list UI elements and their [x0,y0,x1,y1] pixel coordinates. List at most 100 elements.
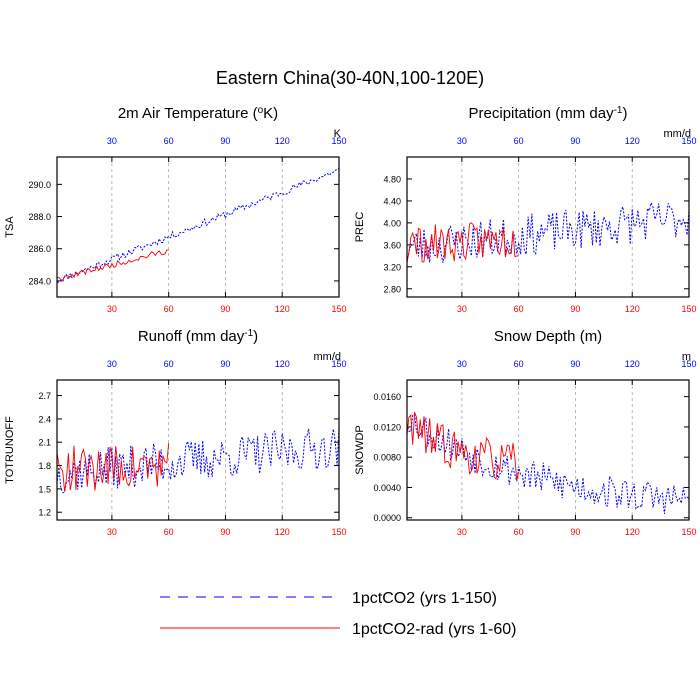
x-tick-label-bottom: 120 [275,304,290,314]
x-tick-label-top: 120 [275,359,290,369]
plot-frame [56,379,340,521]
x-tick-label-top: 60 [514,136,524,146]
unit-label: mm/d [314,351,342,363]
x-tick-label-bottom: 60 [164,304,174,314]
x-tick-label-bottom: 30 [457,304,467,314]
x-tick-label-bottom: 90 [220,527,230,537]
series-line-1pctco2-rad [56,442,170,492]
plot-frame [406,156,690,298]
y-tick-label: 2.4 [38,414,51,424]
y-tick-label: 2.1 [38,438,51,448]
y-tick-label: 4.00 [383,218,401,228]
panel-title-superscript: -1 [244,328,253,339]
panel-snowdp: Snow Depth (m) m SNOWDP 0.0000 0.0040 0.0080 0… [354,328,697,537]
panel-title: Runoff (mm day-1) [138,328,258,346]
y-tick-label: 286.0 [28,244,51,254]
x-tick-label-top: 60 [164,136,174,146]
y-tick-label: 0.0080 [373,453,401,463]
series-line-1pctco2 [406,413,690,514]
y-tick-label: 1.2 [38,508,51,518]
y-tick-label: 1.5 [38,484,51,494]
panel-title-main: Runoff (mm day [138,328,245,345]
x-tick-label-top: 90 [570,359,580,369]
y-tick-label: 0.0160 [373,392,401,402]
panel-title-main: 2m Air Temperature ( [118,105,258,122]
panel-title-superscript: -1 [614,105,623,116]
x-tick-label-top: 120 [625,136,640,146]
x-tick-label-bottom: 150 [681,304,696,314]
x-tick-label-top: 120 [625,359,640,369]
x-tick-label-top: 30 [107,136,117,146]
x-tick-label-top: 150 [681,359,696,369]
x-tick-label-bottom: 30 [107,304,117,314]
x-tick-label-top: 120 [275,136,290,146]
y-axis-label: PREC [354,212,366,243]
x-tick-label-top: 30 [107,359,117,369]
x-tick-label-top: 60 [164,359,174,369]
legend-label-1pctco2: 1pctCO2 (yrs 1-150) [352,590,497,607]
x-tick-label-bottom: 150 [681,527,696,537]
panel-prec: Precipitation (mm day-1) mm/d PREC 2.80 3.20… [354,105,697,315]
panel-title: Snow Depth (m) [494,328,602,345]
x-tick-label-bottom: 150 [331,304,346,314]
x-tick-label-bottom: 60 [514,527,524,537]
x-tick-label-top: 90 [220,136,230,146]
unit-label: mm/d [664,128,692,140]
x-tick-label-bottom: 120 [625,527,640,537]
panel-title-main: Snow Depth (m) [494,328,602,345]
plot-frame [56,156,340,298]
x-tick-label-top: 30 [457,359,467,369]
plot-frame [406,379,690,521]
y-axis-label: TOTRUNOFF [4,416,16,484]
panel-title-main: Precipitation (mm day [469,105,615,122]
panel-title-end: ) [622,105,627,122]
panel-title: 2m Air Temperature (oK) [118,105,278,123]
series-line-1pctco2-rad [56,249,169,281]
x-tick-label-bottom: 150 [331,527,346,537]
y-tick-label: 2.7 [38,391,51,401]
legend-label-1pctco2-rad: 1pctCO2-rad (yrs 1-60) [352,621,517,638]
x-tick-label-top: 150 [331,359,346,369]
series-line-1pctco2-rad [406,412,520,481]
y-axis-label: TSA [4,216,16,238]
x-tick-label-top: 60 [514,359,524,369]
panel-title-superscript: o [258,105,264,116]
panel-runoff: Runoff (mm day-1) mm/d TOTRUNOFF 1.2 1.5 1.8 2… [4,328,347,538]
x-tick-label-top: 90 [220,359,230,369]
y-tick-label: 4.80 [383,174,401,184]
y-tick-label: 4.40 [383,196,401,206]
x-tick-label-bottom: 90 [220,304,230,314]
y-tick-label: 3.60 [383,240,401,250]
series-line-1pctco2-rad [406,222,519,263]
unit-label: K [334,128,342,140]
x-tick-label-bottom: 60 [164,527,174,537]
series-line-1pctco2 [406,201,690,263]
x-tick-label-top: 30 [457,136,467,146]
unit-label: m [682,351,691,363]
y-tick-label: 284.0 [28,276,51,286]
y-tick-label: 0.0040 [373,483,401,493]
legend: 1pctCO2 (yrs 1-150) 1pctCO2-rad (yrs 1-6… [160,590,517,638]
x-tick-label-top: 150 [331,136,346,146]
x-tick-label-top: 150 [681,136,696,146]
y-tick-label: 2.80 [383,284,401,294]
panel-tsa: 2m Air Temperature (oK) K TSA 284.0 286.0 288… [4,105,347,315]
x-tick-label-bottom: 120 [625,304,640,314]
x-tick-label-bottom: 30 [457,527,467,537]
x-tick-label-bottom: 90 [570,304,580,314]
x-tick-label-bottom: 90 [570,527,580,537]
y-axis-label: SNOWDP [354,425,366,475]
y-tick-label: 0.0120 [373,422,401,432]
panel-title-end: K) [263,105,278,122]
x-tick-label-top: 90 [570,136,580,146]
panels: 2m Air Temperature (oK) K TSA 284.0 286.0 288… [4,105,697,538]
y-tick-label: 0.0000 [373,513,401,523]
panel-title: Precipitation (mm day-1) [469,105,628,123]
y-tick-label: 1.8 [38,461,51,471]
x-tick-label-bottom: 60 [514,304,524,314]
x-tick-label-bottom: 120 [275,527,290,537]
y-tick-label: 288.0 [28,212,51,222]
y-tick-label: 3.20 [383,262,401,272]
